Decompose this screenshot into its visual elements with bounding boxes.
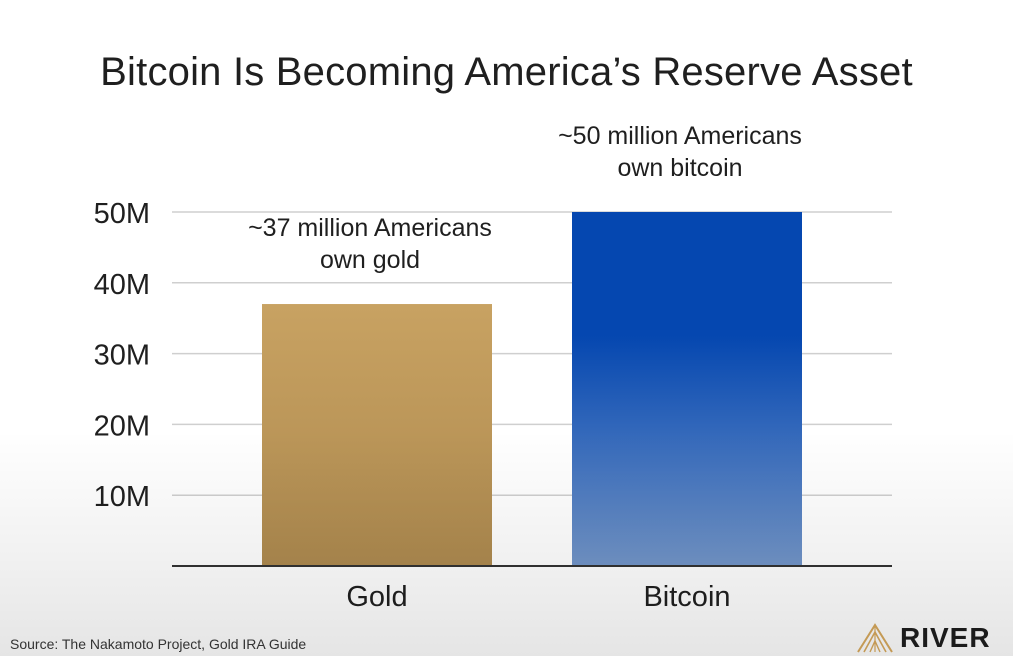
bar-bitcoin [572,212,802,566]
bar-annotation-line: ~50 million Americans [558,122,802,150]
bar-gold [262,304,492,566]
brand-name: RIVER [900,622,991,653]
y-tick-label: 10M [94,481,150,513]
y-axis-tick-labels: 10M 20M 30M 40M 50M [94,198,150,513]
bar-annotation-line: own gold [320,246,420,274]
source-note: Source: The Nakamoto Project, Gold IRA G… [10,636,307,652]
bar-annotations: ~37 million Americans own gold ~50 million… [248,122,802,274]
y-tick-label: 20M [94,410,150,442]
x-category-label: Bitcoin [643,581,730,613]
y-tick-label: 30M [94,340,150,372]
bars [262,212,802,566]
y-tick-label: 40M [94,269,150,301]
x-category-label: Gold [346,581,407,613]
x-axis-category-labels: Gold Bitcoin [346,581,730,613]
bar-annotation-line: own bitcoin [617,154,742,182]
y-tick-label: 50M [94,198,150,230]
chart-title: Bitcoin Is Becoming America’s Reserve As… [100,50,913,94]
river-logo-icon [857,623,893,653]
bar-annotation-line: ~37 million Americans [248,214,492,242]
brand-logo: RIVER [856,622,991,654]
